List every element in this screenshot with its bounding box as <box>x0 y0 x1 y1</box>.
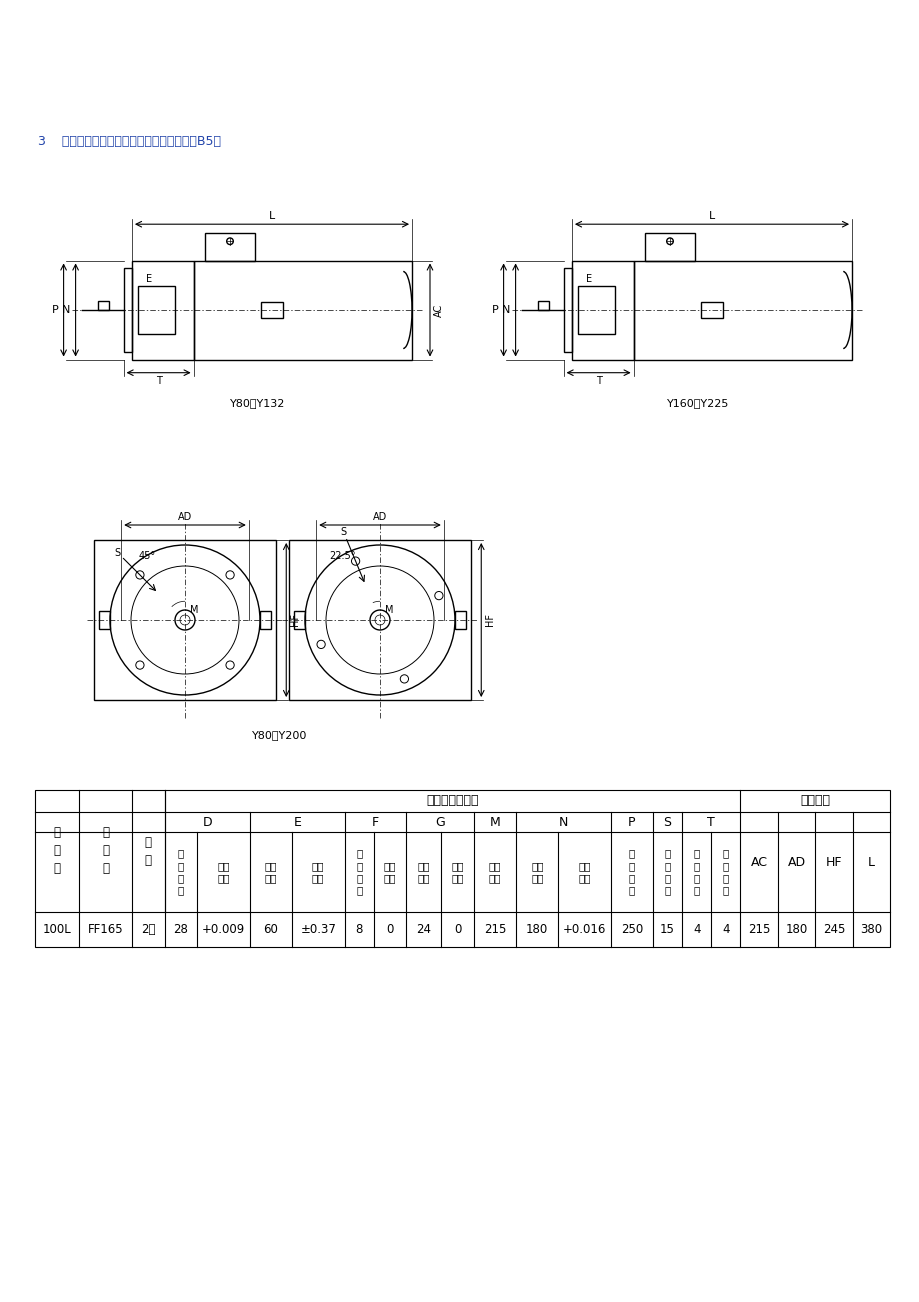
Bar <box>538 301 549 310</box>
Bar <box>98 301 108 310</box>
Text: M: M <box>384 605 393 615</box>
Text: 极限
偏差: 极限 偏差 <box>383 861 396 883</box>
Text: 28: 28 <box>174 923 188 936</box>
Bar <box>138 286 175 335</box>
Text: T: T <box>155 376 162 385</box>
Text: 215: 215 <box>483 923 505 936</box>
Bar <box>455 611 466 629</box>
Text: N: N <box>558 815 568 828</box>
Text: Y80～Y132: Y80～Y132 <box>230 398 286 408</box>
Text: Y160～Y225: Y160～Y225 <box>666 398 729 408</box>
Text: 22.5°: 22.5° <box>329 551 356 561</box>
Text: 250: 250 <box>620 923 642 936</box>
Text: 15: 15 <box>659 923 675 936</box>
Text: G: G <box>435 815 445 828</box>
Text: 24: 24 <box>416 923 431 936</box>
Bar <box>289 540 471 700</box>
Text: AD: AD <box>372 512 387 522</box>
Text: 基
本
尺
寸: 基 本 尺 寸 <box>356 849 362 896</box>
Text: 245: 245 <box>822 923 845 936</box>
Text: 180: 180 <box>785 923 807 936</box>
Text: 60: 60 <box>263 923 278 936</box>
Text: 基
本
尺
寸: 基 本 尺 寸 <box>693 849 699 896</box>
Text: 8: 8 <box>355 923 362 936</box>
Text: AD: AD <box>177 512 192 522</box>
Text: P: P <box>492 305 498 315</box>
Text: 3    机座不带底脚、端盖上有凸缘的电动机（B5）: 3 机座不带底脚、端盖上有凸缘的电动机（B5） <box>38 135 221 148</box>
Bar <box>94 540 276 700</box>
Text: T: T <box>707 815 714 828</box>
Text: ±0.37: ±0.37 <box>300 923 335 936</box>
Text: 基本
尺寸: 基本 尺寸 <box>530 861 543 883</box>
Text: +0.009: +0.009 <box>202 923 245 936</box>
Bar <box>260 302 283 318</box>
Text: 4: 4 <box>721 923 729 936</box>
Text: L: L <box>268 211 275 221</box>
Text: HF: HF <box>824 855 841 868</box>
Text: HF: HF <box>289 613 300 626</box>
Text: L: L <box>709 211 714 221</box>
Text: AC: AC <box>750 855 766 868</box>
Text: 基本
尺寸: 基本 尺寸 <box>265 861 277 883</box>
Text: Y80～Y200: Y80～Y200 <box>252 730 307 740</box>
Text: M: M <box>489 815 500 828</box>
Text: 外形尺寸: 外形尺寸 <box>800 794 829 807</box>
Text: P: P <box>51 305 59 315</box>
Text: 极限
偏差: 极限 偏差 <box>217 861 230 883</box>
Text: 2、: 2、 <box>141 923 155 936</box>
Text: D: D <box>202 815 212 828</box>
Text: E: E <box>293 815 301 828</box>
Text: T: T <box>595 376 601 385</box>
Bar <box>293 611 305 629</box>
Text: S: S <box>340 527 346 538</box>
Text: 基本
尺寸: 基本 尺寸 <box>417 861 430 883</box>
Text: E: E <box>146 273 153 284</box>
Text: FF165: FF165 <box>87 923 123 936</box>
Text: 极限
偏差: 极限 偏差 <box>312 861 324 883</box>
Text: +0.016: +0.016 <box>562 923 606 936</box>
Text: 215: 215 <box>747 923 769 936</box>
Text: AC: AC <box>434 303 444 316</box>
Bar <box>644 233 695 260</box>
Text: 凸
缘
号: 凸 缘 号 <box>102 827 109 875</box>
Text: 基
本
尺
寸: 基 本 尺 寸 <box>664 849 670 896</box>
Text: 基
本
尺
寸: 基 本 尺 寸 <box>628 849 634 896</box>
Text: S: S <box>115 548 120 557</box>
Bar <box>35 790 889 947</box>
Text: 基本
尺寸: 基本 尺寸 <box>488 861 501 883</box>
Text: HF: HF <box>484 613 494 626</box>
Text: 100L: 100L <box>43 923 72 936</box>
Text: 极限
偏差: 极限 偏差 <box>451 861 463 883</box>
Text: M: M <box>190 605 199 615</box>
Bar <box>700 302 722 318</box>
Text: N: N <box>62 305 71 315</box>
Text: 180: 180 <box>526 923 548 936</box>
Text: F: F <box>371 815 379 828</box>
Text: 极限
偏差: 极限 偏差 <box>578 861 590 883</box>
Text: 极
数: 极 数 <box>144 836 152 867</box>
Text: 安装尺寸及公差: 安装尺寸及公差 <box>425 794 478 807</box>
Bar <box>577 286 615 335</box>
Text: 380: 380 <box>859 923 881 936</box>
Bar <box>205 233 255 260</box>
Text: N: N <box>502 305 510 315</box>
Text: 4: 4 <box>692 923 699 936</box>
Text: AD: AD <box>787 855 805 868</box>
Text: 机
座
号: 机 座 号 <box>53 827 61 875</box>
Text: 45°: 45° <box>139 551 156 561</box>
Text: S: S <box>663 815 671 828</box>
Text: E: E <box>585 273 592 284</box>
Text: 凸
缘
孔
数: 凸 缘 孔 数 <box>722 849 728 896</box>
Bar <box>98 611 110 629</box>
Text: 基
本
尺
寸: 基 本 尺 寸 <box>177 849 184 896</box>
Bar <box>260 611 271 629</box>
Text: 0: 0 <box>386 923 393 936</box>
Text: P: P <box>628 815 635 828</box>
Text: L: L <box>867 855 874 868</box>
Text: 0: 0 <box>454 923 461 936</box>
